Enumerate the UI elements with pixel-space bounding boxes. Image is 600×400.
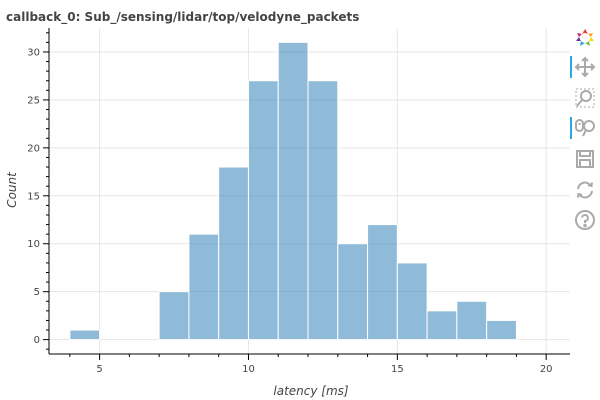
x-tick-label: 20	[540, 364, 553, 375]
histogram-bar	[218, 166, 249, 341]
x-tick-label: 15	[391, 364, 404, 375]
histogram-bar	[486, 319, 517, 341]
histogram-bar	[396, 262, 428, 341]
y-tick-label: 30	[27, 47, 40, 58]
wheel-zoom-icon[interactable]	[570, 117, 596, 139]
box-zoom-icon[interactable]	[574, 87, 596, 109]
bars	[69, 41, 517, 341]
x-tick-label: 10	[242, 364, 255, 375]
histogram-bar	[307, 80, 339, 341]
histogram-bar	[456, 300, 488, 341]
chart-title: callback_0: Sub_/sensing/lidar/top/velod…	[6, 10, 359, 25]
bokeh-logo-icon[interactable]	[574, 27, 596, 49]
y-tick-label: 5	[34, 287, 40, 298]
y-tick-label: 20	[27, 143, 40, 154]
histogram-bar	[188, 233, 220, 341]
axes	[43, 28, 570, 360]
histogram-bar	[247, 80, 279, 341]
histogram-bar	[277, 41, 309, 341]
histogram-bar	[367, 224, 398, 341]
y-tick-label: 10	[27, 239, 40, 250]
pan-icon[interactable]	[570, 56, 596, 78]
histogram-bar	[158, 291, 190, 341]
histogram-bar	[426, 310, 458, 341]
histogram-bar	[69, 329, 101, 341]
histogram-bar	[337, 243, 369, 341]
help-icon[interactable]	[574, 209, 596, 231]
ticks: 5 10 15 20 0 5 10 15 20 25 30	[27, 47, 552, 375]
x-tick-label: 5	[96, 364, 102, 375]
y-tick-label: 15	[27, 191, 40, 202]
save-icon[interactable]	[574, 148, 596, 170]
y-tick-label: 0	[34, 335, 40, 346]
y-tick-label: 25	[27, 95, 40, 106]
x-axis-label: latency [ms]	[273, 384, 349, 398]
y-axis-label: Count	[5, 171, 19, 208]
reset-icon[interactable]	[574, 179, 596, 201]
